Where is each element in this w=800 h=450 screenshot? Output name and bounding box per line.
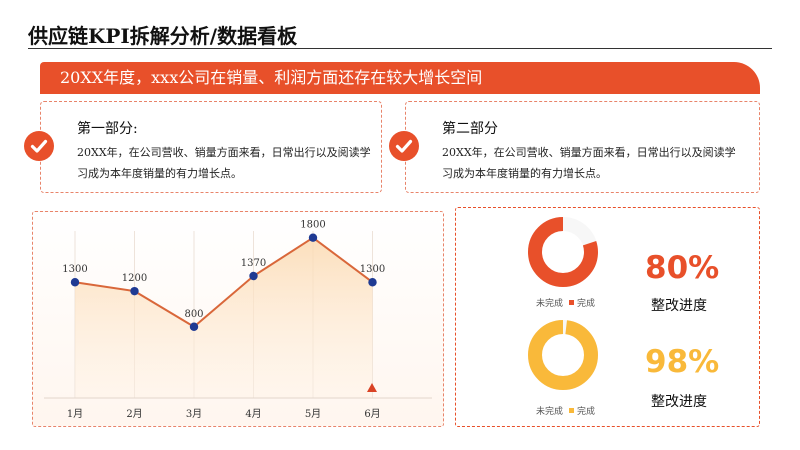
chart-x-tick-label: 6月 [364, 408, 380, 420]
section-2-body: 20XX年，在公司营收、销量方面来看，日常出行以及阅读学习成为本年度销量的有力增… [442, 146, 736, 180]
legend-complete-label: 完成 [577, 299, 596, 309]
chart-point [70, 278, 80, 287]
legend-complete-label: 完成 [577, 407, 596, 417]
chart-point [130, 286, 139, 296]
chart-point [308, 233, 318, 242]
donut-complete-arc [528, 320, 598, 390]
chart-x-tick-label: 3月 [186, 408, 202, 420]
page-title: 供应链KPI拆解分析/数据看板 [28, 24, 298, 48]
chart-area-fill [75, 237, 373, 398]
check-circle-icon [24, 131, 54, 161]
legend-complete-swatch [569, 300, 575, 305]
section-1-title: 第一部分: [77, 121, 138, 137]
chart-data-label: 1370 [241, 258, 266, 269]
chart-data-label: 1300 [360, 264, 385, 275]
chart-x-tick-label: 2月 [126, 408, 142, 420]
chart-point [249, 271, 258, 281]
section-card-2: 第二部分 20XX年，在公司营收、销量方面来看，日常出行以及阅读学习成为本年度销… [405, 101, 760, 193]
legend-incomplete-label: 未完成 [536, 407, 564, 417]
kpi-2-percent: 98% [645, 344, 720, 380]
kpi-panel [455, 207, 760, 427]
chart-data-label: 1200 [122, 273, 147, 284]
chart-x-tick-label: 1月 [67, 408, 83, 420]
donut-complete-arc [528, 217, 598, 287]
triangle-marker-icon [367, 383, 377, 392]
kpi-1-legend: 未完成 完成 [536, 296, 595, 309]
kpi-donuts [528, 217, 598, 390]
chart-x-tick-label: 4月 [245, 408, 261, 420]
section-2-title: 第二部分 [442, 121, 498, 137]
kpi-2-label: 整改进度 [651, 394, 707, 410]
sales-area-chart: 1300 1200 800 1370 1800 1300 1月 2月 3月 4月 5月 6月 [44, 220, 432, 420]
title-divider [28, 48, 772, 49]
chart-point [368, 278, 377, 287]
kpi-1-percent: 80% [645, 250, 720, 286]
chart-point [189, 322, 199, 331]
kpi-1-label: 整改进度 [651, 298, 707, 314]
section-card-1: 第一部分: 20XX年，在公司营收、销量方面来看，日常出行以及阅读学习成为本年度… [40, 101, 382, 193]
chart-data-label: 1300 [62, 264, 87, 275]
summary-banner: 20XX年度，xxx公司在销量、利润方面还存在较大增长空间 [40, 62, 760, 94]
banner-text: 20XX年度，xxx公司在销量、利润方面还存在较大增长空间 [60, 68, 483, 87]
chart-series-line [74, 236, 374, 328]
legend-incomplete-label: 未完成 [536, 299, 564, 309]
kpi-2-legend: 未完成 完成 [536, 404, 595, 417]
legend-complete-swatch [569, 408, 575, 413]
chart-x-tick-label: 5月 [305, 408, 321, 420]
check-circle-icon [389, 131, 419, 161]
chart-data-label: 800 [184, 309, 203, 320]
section-1-body: 20XX年，在公司营收、销量方面来看，日常出行以及阅读学习成为本年度销量的有力增… [77, 146, 371, 180]
chart-data-label: 1800 [300, 220, 325, 231]
